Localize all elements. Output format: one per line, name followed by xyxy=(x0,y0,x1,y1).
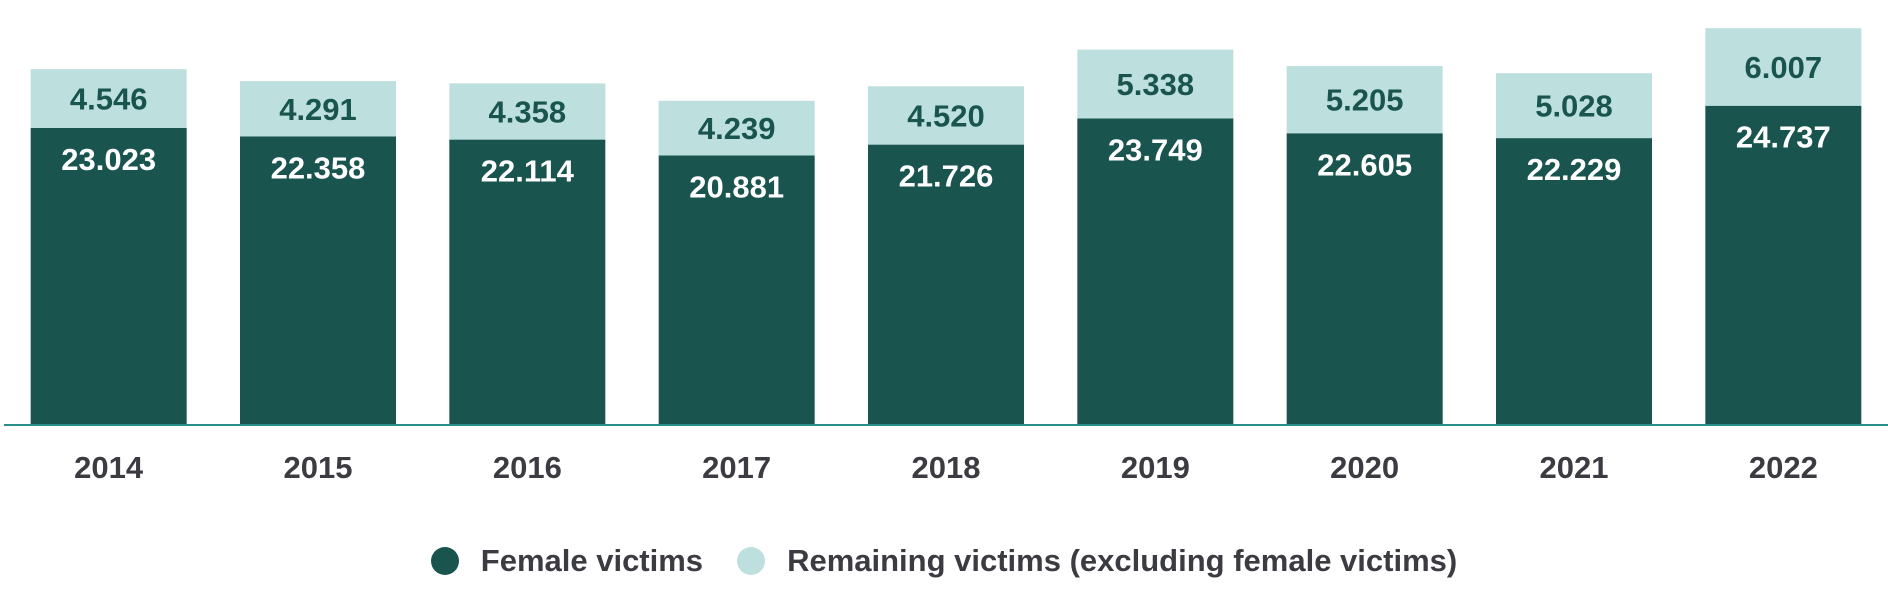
value-labels-group: 4.546 23.023 4.291 22.358 4.358 22.114 4.239 20… xyxy=(61,50,1830,205)
bar-remaining-2022 xyxy=(1705,28,1862,106)
x-tick-2016: 2016 xyxy=(493,450,562,485)
bar-remaining-2015 xyxy=(240,81,396,137)
label-remaining-2016: 4.358 xyxy=(489,94,567,129)
label-remaining-2022: 6.007 xyxy=(1745,50,1823,85)
label-female-2021: 22.229 xyxy=(1527,152,1622,187)
label-remaining-2021: 5.028 xyxy=(1535,89,1613,124)
label-female-2017: 20.881 xyxy=(689,170,784,205)
legend-item-remaining: Remaining victims (excluding female vict… xyxy=(737,543,1457,579)
label-remaining-2015: 4.291 xyxy=(279,92,357,127)
bar-remaining-2018 xyxy=(868,86,1024,145)
bar-female-2021 xyxy=(1496,138,1652,425)
legend-label-remaining: Remaining victims (excluding female vict… xyxy=(787,543,1458,578)
bar-remaining-2019 xyxy=(1077,49,1234,119)
bar-female-2017 xyxy=(658,155,815,426)
label-female-2020: 22.605 xyxy=(1317,147,1412,182)
x-tick-labels-group: 2014 2015 2016 2017 2018 2019 2020 2021 2022 xyxy=(74,450,1818,485)
x-tick-2021: 2021 xyxy=(1540,450,1609,485)
label-female-2019: 23.749 xyxy=(1108,132,1203,167)
label-remaining-2018: 4.520 xyxy=(907,98,985,133)
bar-remaining-2017 xyxy=(658,100,815,156)
label-remaining-2017: 4.239 xyxy=(698,111,776,146)
legend-swatch-remaining xyxy=(737,547,766,575)
x-tick-2022: 2022 xyxy=(1749,450,1818,485)
bar-remaining-2020 xyxy=(1286,66,1443,134)
label-remaining-2019: 5.338 xyxy=(1117,67,1195,102)
bar-remaining-2014 xyxy=(30,69,187,128)
x-tick-2020: 2020 xyxy=(1330,450,1399,485)
label-female-2015: 22.358 xyxy=(271,150,366,185)
label-female-2014: 23.023 xyxy=(61,142,156,177)
bar-remaining-2016 xyxy=(449,83,606,140)
x-tick-2015: 2015 xyxy=(284,450,353,485)
bar-female-2022 xyxy=(1705,105,1862,425)
label-female-2022: 24.737 xyxy=(1736,120,1831,155)
bars-group xyxy=(30,28,1862,426)
legend: Female victims Remaining victims (exclud… xyxy=(0,543,1888,579)
bar-female-2018 xyxy=(868,144,1024,425)
label-remaining-2014: 4.546 xyxy=(70,82,148,117)
label-female-2016: 22.114 xyxy=(481,154,575,189)
bar-female-2014 xyxy=(30,127,187,425)
bar-female-2019 xyxy=(1077,118,1234,425)
x-tick-2018: 2018 xyxy=(912,450,981,485)
bar-female-2016 xyxy=(449,139,606,425)
legend-item-female: Female victims xyxy=(430,543,704,579)
label-female-2018: 21.726 xyxy=(899,159,994,194)
x-tick-2014: 2014 xyxy=(74,450,144,485)
bar-female-2015 xyxy=(240,136,396,425)
legend-swatch-female xyxy=(430,547,459,575)
legend-label-female: Female victims xyxy=(480,543,704,578)
label-remaining-2020: 5.205 xyxy=(1326,83,1404,118)
x-tick-2019: 2019 xyxy=(1121,450,1190,485)
x-tick-2017: 2017 xyxy=(702,450,771,485)
bar-remaining-2021 xyxy=(1496,73,1652,139)
bar-female-2020 xyxy=(1286,133,1443,425)
